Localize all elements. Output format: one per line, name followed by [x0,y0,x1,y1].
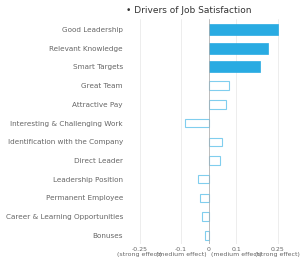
Bar [208,24,278,35]
Bar [208,61,260,73]
Bar [185,119,208,127]
Bar [208,156,220,165]
Bar [208,100,226,109]
Bar [200,194,208,202]
Bar [205,231,208,240]
Bar [198,175,208,183]
Text: • Drivers of Job Satisfaction: • Drivers of Job Satisfaction [126,6,251,14]
Bar [208,138,222,146]
Bar [208,43,268,54]
Bar [202,213,208,221]
Bar [208,81,229,90]
